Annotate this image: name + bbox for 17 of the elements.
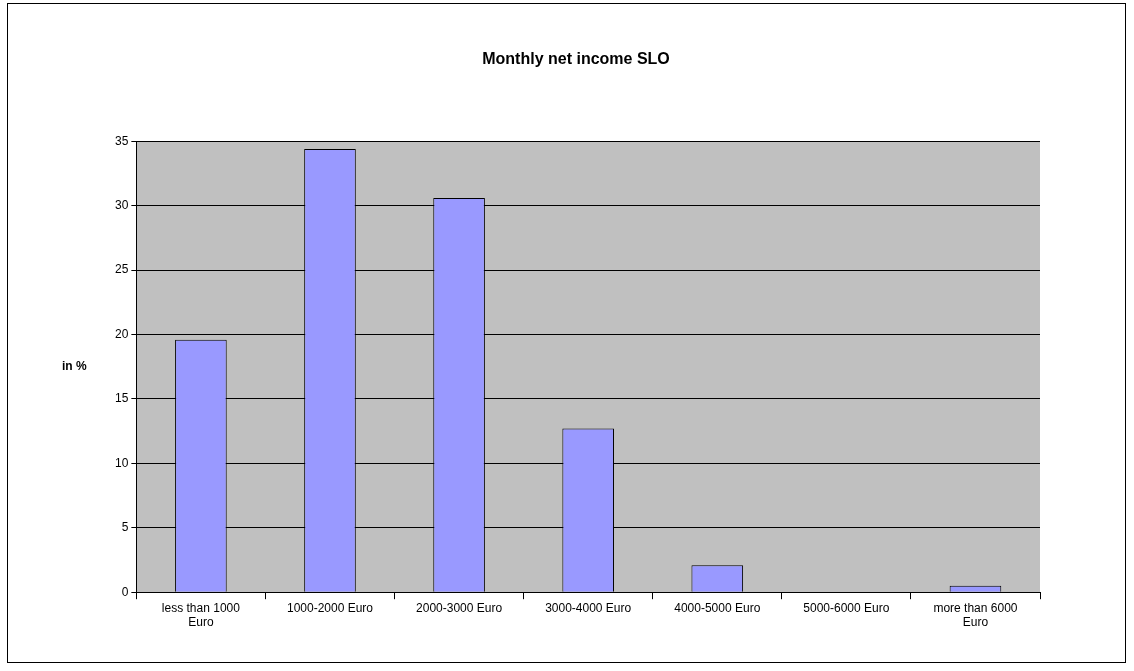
y-tick-label: 10: [114, 455, 129, 470]
y-tick-label: 15: [114, 391, 129, 406]
x-tick-label: 4000-5000 Euro: [674, 600, 761, 615]
x-tick-label: 3000-4000 Euro: [545, 600, 632, 615]
y-tick-label: 0: [121, 584, 129, 599]
y-tick-label: 30: [114, 197, 129, 212]
y-tick-label: 20: [114, 326, 129, 341]
x-tick-label: more than 6000 Euro: [933, 600, 1018, 630]
y-tick-label: 5: [121, 520, 129, 535]
y-tick-label: 35: [114, 133, 129, 148]
chart-title: Monthly net income SLO: [482, 50, 670, 68]
y-tick-label: 25: [114, 262, 129, 277]
x-tick-label: 2000-3000 Euro: [416, 600, 503, 615]
x-tick-label: less than 1000 Euro: [161, 600, 241, 630]
y-axis-title: in %: [62, 359, 88, 374]
x-tick-label: 5000-6000 Euro: [803, 600, 890, 615]
x-tick-label: 1000-2000 Euro: [286, 600, 374, 615]
